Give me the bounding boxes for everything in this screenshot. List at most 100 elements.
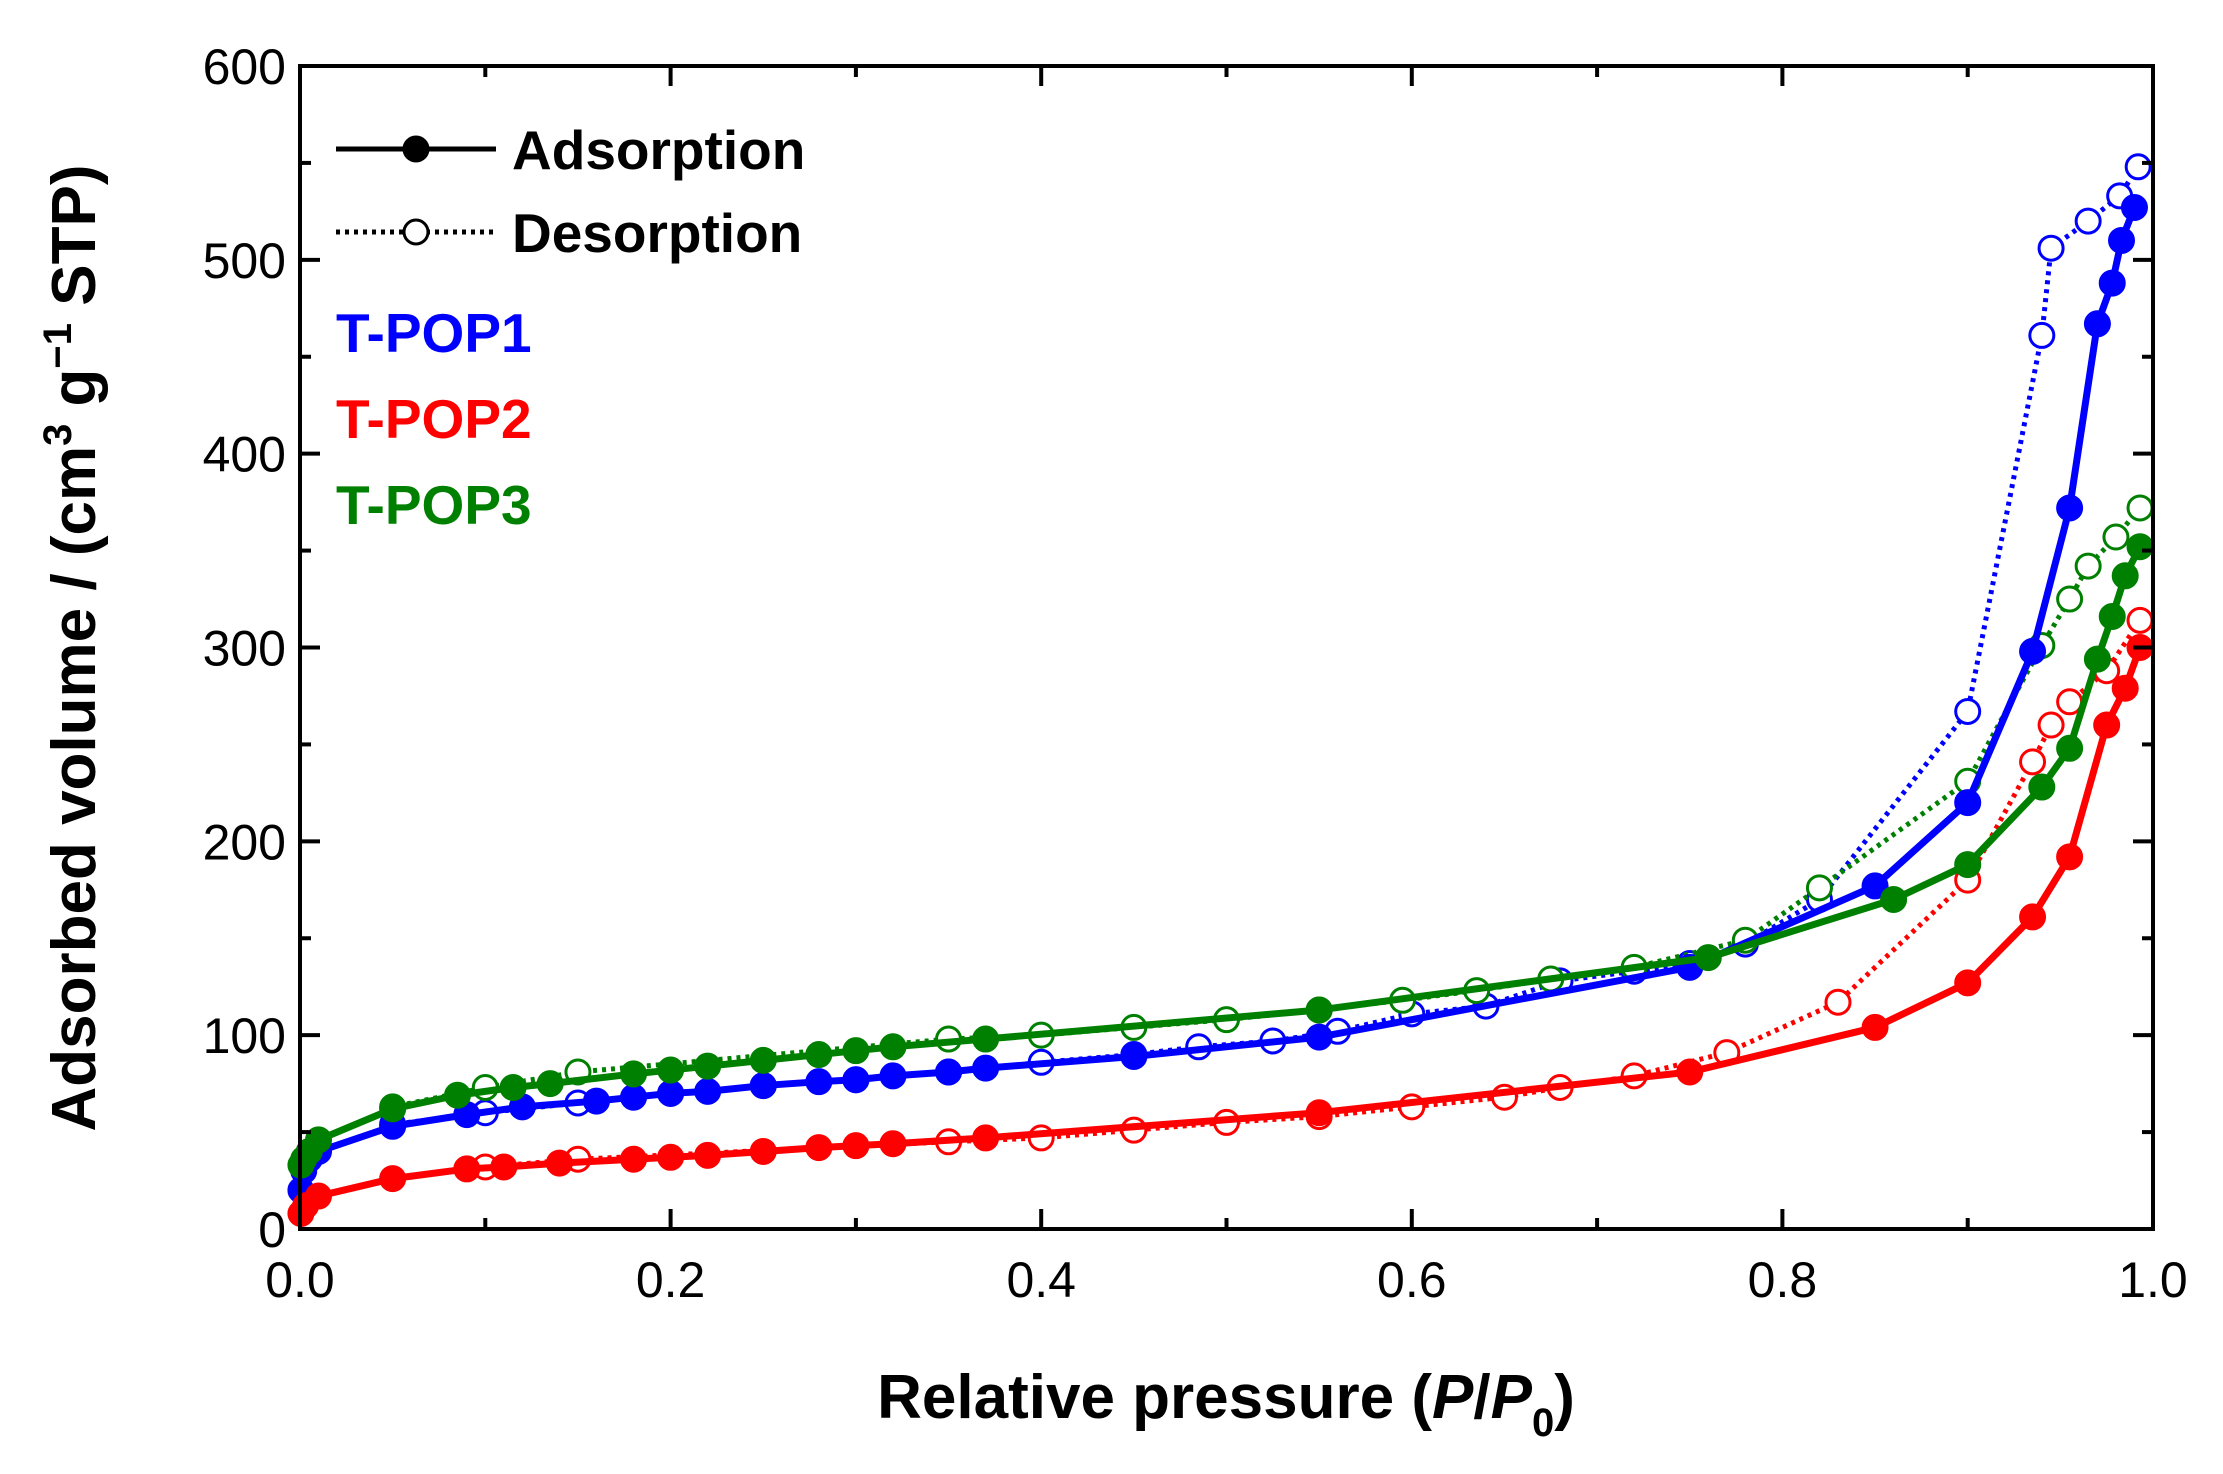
t-pop1-adsorption-point [1861, 872, 1889, 900]
t-pop2-adsorption-point [2056, 843, 2084, 871]
t-pop3-adsorption-point [499, 1074, 527, 1102]
legend: Adsorption Desorption T-POP1 T-POP2 T-PO… [336, 119, 805, 536]
t-pop2-adsorption-point [453, 1155, 481, 1183]
t-pop1-adsorption-point [749, 1072, 777, 1100]
t-pop1-adsorption-point [1954, 789, 1982, 817]
t-pop1-adsorption-point [620, 1083, 648, 1111]
t-pop2-adsorption-point [657, 1143, 685, 1171]
t-pop1-adsorption-point [694, 1077, 722, 1105]
t-pop2-adsorption-point [620, 1145, 648, 1173]
t-pop3-adsorption-point [657, 1056, 685, 1084]
t-pop2-adsorption-point [545, 1149, 573, 1177]
legend-series-t-pop1: T-POP1 [336, 302, 532, 364]
t-pop1-adsorption-point [805, 1068, 833, 1096]
t-pop2-adsorption-point [379, 1165, 407, 1193]
t-pop3-adsorption-point [1694, 944, 1722, 972]
y-tick-label: 400 [203, 427, 286, 483]
t-pop3-adsorption-point [749, 1046, 777, 1074]
t-pop3-adsorption-point [972, 1025, 1000, 1053]
t-pop2-adsorption-point [490, 1153, 518, 1181]
y-tick-label: 500 [203, 233, 286, 289]
t-pop3-adsorption-point [2126, 533, 2154, 561]
t-pop3-adsorption-point [2056, 734, 2084, 762]
t-pop1-adsorption-point [1120, 1042, 1148, 1070]
t-pop1-adsorption-point [935, 1058, 963, 1086]
t-pop2-adsorption-point [305, 1182, 333, 1210]
t-pop3-adsorption-point [694, 1052, 722, 1080]
t-pop1-adsorption-point [2083, 310, 2111, 338]
legend-entry-adsorption: Adsorption [336, 119, 805, 181]
t-pop1-desorption-point [2037, 234, 2065, 262]
t-pop1-desorption-point [2028, 321, 2056, 349]
t-pop2-desorption-point [1824, 988, 1852, 1016]
t-pop3-desorption-point [2074, 552, 2102, 580]
x-tick-label: 0.2 [636, 1252, 706, 1308]
t-pop1-adsorption-point [879, 1062, 907, 1090]
x-axis-title: Relative pressure (P/P0) [877, 1363, 1575, 1445]
y-axis-title: Adsorbed volume / (cm3 g−1 STP) [36, 165, 109, 1132]
y-tick-label: 600 [203, 39, 286, 95]
x-tick-label: 0.4 [1006, 1252, 1076, 1308]
t-pop1-adsorption-point [2019, 637, 2047, 665]
t-pop1-adsorption-point [2056, 494, 2084, 522]
t-pop3-adsorption-point [444, 1081, 472, 1109]
t-pop2-adsorption-point [805, 1134, 833, 1162]
t-pop1-adsorption-point [842, 1066, 870, 1094]
legend-adsorption-label: Adsorption [512, 119, 805, 181]
t-pop3-adsorption-point [1880, 885, 1908, 913]
t-pop3-desorption-point [1805, 874, 1833, 902]
t-pop2-adsorption-point [842, 1132, 870, 1160]
t-pop2-adsorption-point [1861, 1013, 1889, 1041]
axis-ticks: 0.0 0.2 0.4 0.6 0.8 1.0 0 100 200 300 400 500 600 [203, 39, 2188, 1308]
t-pop3-adsorption-point [2083, 645, 2111, 673]
t-pop3-adsorption-point [379, 1095, 407, 1123]
t-pop3-desorption-point [2056, 585, 2084, 613]
t-pop2-adsorption-point [2019, 903, 2047, 931]
t-pop1-desorption-point [2074, 207, 2102, 235]
t-pop1-adsorption-point [582, 1087, 610, 1115]
legend-adsorption-marker [402, 135, 430, 163]
legend-entry-desorption: Desorption [336, 202, 802, 264]
x-tick-label: 1.0 [2118, 1252, 2188, 1308]
t-pop3-adsorption-point [1954, 851, 1982, 879]
t-pop2-desorption-point [2126, 606, 2154, 634]
t-pop1-adsorption-point [972, 1054, 1000, 1082]
t-pop2-desorption-point [1027, 1124, 1055, 1152]
legend-series-t-pop2: T-POP2 [336, 388, 532, 450]
t-pop2-adsorption-point [2093, 711, 2121, 739]
t-pop3-adsorption-point [620, 1060, 648, 1088]
y-tick-label: 0 [258, 1202, 286, 1258]
x-tick-label: 0.6 [1377, 1252, 1447, 1308]
t-pop3-adsorption-point [2098, 602, 2126, 630]
t-pop3-adsorption-point [2028, 773, 2056, 801]
y-tick-label: 100 [203, 1008, 286, 1064]
t-pop2-adsorption-point [1676, 1058, 1704, 1086]
t-pop1-adsorption-line [297, 206, 2138, 1191]
t-pop1-desorption-point [1954, 697, 1982, 725]
t-pop3-adsorption-point [805, 1041, 833, 1069]
x-tick-label: 0.8 [1748, 1252, 1818, 1308]
t-pop1-adsorption-point [1305, 1023, 1333, 1051]
t-pop3-adsorption-point [879, 1033, 907, 1061]
t-pop3-adsorption-point [2111, 562, 2139, 590]
series-layer [287, 153, 2154, 1227]
t-pop1-adsorption-point [2107, 226, 2135, 254]
y-tick-label: 300 [203, 621, 286, 677]
t-pop3-desorption-point [2126, 494, 2154, 522]
t-pop2-adsorption-point [1954, 969, 1982, 997]
y-tick-label: 200 [203, 814, 286, 870]
legend-desorption-label: Desorption [512, 202, 802, 264]
t-pop3-adsorption-point [842, 1037, 870, 1065]
t-pop1-adsorption-point [657, 1079, 685, 1107]
t-pop3-adsorption-point [1305, 996, 1333, 1024]
t-pop2-adsorption-point [694, 1141, 722, 1169]
t-pop1-desorption-point [2124, 153, 2152, 181]
t-pop3-desorption-point [2102, 523, 2130, 551]
t-pop2-desorption-point [2037, 711, 2065, 739]
t-pop2-adsorption-point [972, 1124, 1000, 1152]
t-pop3-adsorption-point [536, 1070, 564, 1098]
t-pop2-adsorption-point [749, 1137, 777, 1165]
legend-series-t-pop3: T-POP3 [336, 474, 532, 536]
t-pop3-adsorption-point [305, 1126, 333, 1154]
